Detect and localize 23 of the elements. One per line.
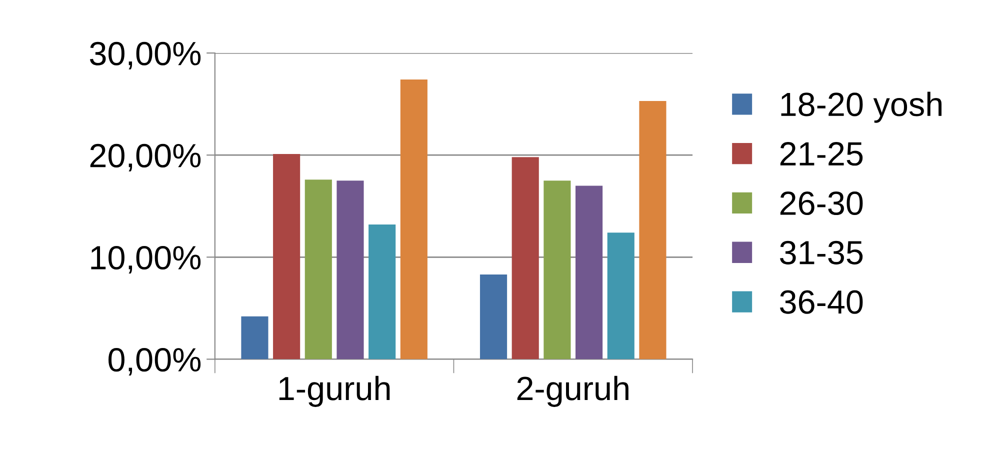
legend-label: 31-35 — [780, 240, 863, 264]
bar — [576, 186, 603, 360]
legend-label: 26-30 — [780, 191, 863, 216]
bar — [607, 232, 634, 360]
y-tick-label: 20,00% — [90, 144, 201, 172]
x-tick-label: 1-guruh — [279, 376, 390, 407]
legend-label: 18-20 yosh — [781, 92, 942, 123]
bar — [512, 157, 539, 360]
bar — [273, 154, 300, 360]
bar — [336, 180, 364, 360]
y-tick-label: 30,00% — [90, 42, 201, 70]
bar — [544, 180, 571, 360]
bar — [304, 180, 332, 360]
legend-label: 36-40 — [780, 290, 863, 314]
x-tick-label: 2-guruh — [517, 376, 628, 407]
bar — [368, 224, 396, 360]
bar — [639, 100, 666, 360]
y-tick-label: 10,00% — [91, 246, 201, 274]
bar — [480, 274, 508, 360]
bar — [241, 316, 268, 360]
y-tick-label: 0,00% — [108, 348, 201, 376]
legend-label: 21-25 — [780, 142, 863, 166]
bar — [400, 80, 428, 360]
